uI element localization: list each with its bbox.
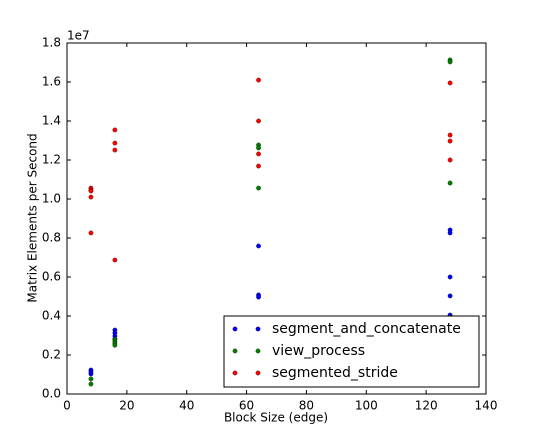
point [88,376,94,382]
y-tick-label: 0.2 [42,348,61,362]
y-tick-label: 1.6 [42,75,61,89]
point [447,138,453,144]
point [447,274,453,280]
point [256,118,261,124]
legend-marker [255,348,261,354]
plot-frame [66,42,487,395]
point [88,371,94,377]
y-offset-label: 1e7 [67,29,90,43]
y-tick-label: 1.0 [42,192,61,206]
point [88,381,94,387]
point [447,157,453,163]
y-tick-label: 0.4 [42,309,61,323]
x-tick-label: 60 [239,399,254,413]
x-tick-label: 20 [119,399,134,413]
legend-marker [255,326,261,332]
point [256,294,261,300]
point [112,140,118,146]
legend-marker [232,370,238,376]
point [256,151,261,157]
x-axis-label: Block Size (edge) [224,411,328,425]
point [112,147,118,153]
point [447,80,453,86]
point [447,293,453,299]
point [447,59,453,65]
legend-label: view_process [272,343,365,359]
y-tick-label: 1.8 [42,36,61,50]
y-tick-label: 0.6 [42,270,61,284]
point [256,243,261,249]
legend-marker [232,348,238,354]
point [447,132,453,138]
point [256,145,261,151]
y-tick-label: 0.0 [42,387,61,401]
point [88,230,94,236]
x-tick-label: 100 [355,399,378,413]
legend-box [223,315,480,388]
x-tick-label: 0 [63,399,71,413]
point [88,194,94,200]
legend-label: segmented_stride [272,365,398,381]
point [447,180,453,186]
point [88,188,94,194]
point [256,77,261,83]
x-tick-label: 120 [415,399,438,413]
legend-marker [255,370,261,376]
point [447,230,453,236]
legend-label: segment_and_concatenate [272,321,461,337]
point [256,163,261,169]
y-tick-label: 0.8 [42,231,61,245]
y-tick-label: 1.2 [42,153,61,167]
point [112,127,118,133]
point [112,257,118,263]
x-tick-label: 140 [475,399,498,413]
point [112,342,118,348]
x-tick-label: 40 [179,399,194,413]
y-axis-label: Matrix Elements per Second [26,133,40,302]
x-tick-label: 80 [299,399,314,413]
legend-marker [232,326,238,332]
point [256,185,261,191]
y-tick-label: 1.4 [42,114,61,128]
